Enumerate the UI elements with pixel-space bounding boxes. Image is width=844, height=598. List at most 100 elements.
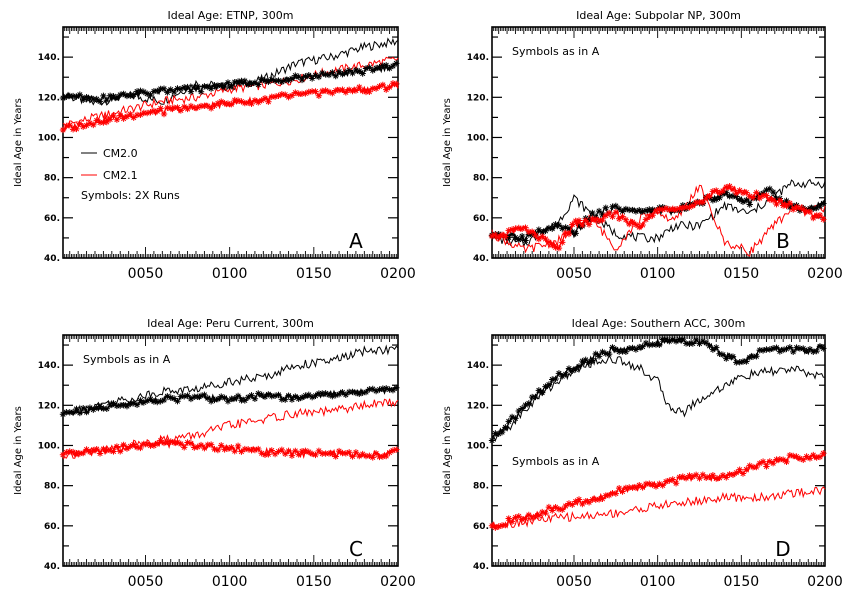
series-point: [282, 91, 289, 98]
series-point: [723, 183, 730, 191]
series-point: [130, 91, 137, 98]
series-point: [498, 522, 506, 529]
y-tick-label: 100.: [38, 441, 60, 451]
series-point: [147, 91, 154, 99]
series-point: [80, 123, 87, 130]
series-point: [103, 96, 110, 104]
series-point: [187, 102, 195, 110]
series-point: [716, 194, 723, 201]
series-point: [207, 441, 215, 448]
series-point: [140, 88, 148, 96]
series-point: [736, 466, 743, 473]
series-point: [746, 193, 753, 200]
series-point: [244, 99, 252, 106]
series-point: [339, 70, 346, 78]
series-point: [585, 359, 593, 366]
series-point: [692, 336, 700, 344]
series-point: [790, 452, 797, 460]
series-point: [100, 119, 107, 126]
series-point: [261, 451, 269, 458]
series-point: [696, 199, 703, 206]
series-point: [776, 197, 784, 204]
series-point: [572, 217, 579, 225]
series-point: [214, 100, 222, 107]
series-point: [689, 340, 697, 347]
series-point: [319, 87, 326, 95]
series-point: [255, 81, 262, 88]
series-point: [702, 194, 710, 202]
y-tick-label: 80.: [473, 482, 489, 492]
series-point: [759, 458, 767, 465]
series-point: [204, 441, 211, 449]
series-point: [366, 386, 373, 393]
series-point: [813, 212, 820, 219]
y-tick-label: 100.: [467, 441, 489, 451]
series-point: [76, 120, 84, 127]
series-point: [525, 400, 533, 407]
series-point: [140, 399, 148, 406]
series-point: [100, 445, 107, 453]
series-point: [512, 514, 519, 521]
series-point: [69, 92, 77, 100]
series-point: [268, 93, 275, 101]
series-point: [659, 336, 666, 343]
series-point: [642, 480, 650, 488]
series-point: [181, 444, 188, 451]
series-point: [265, 391, 272, 398]
series-point: [532, 513, 539, 520]
series-point: [522, 224, 529, 231]
series-point: [86, 119, 94, 127]
series-point: [393, 80, 400, 88]
series-point: [292, 393, 299, 400]
series-point: [305, 391, 312, 399]
series-point: [676, 336, 683, 343]
series-point: [379, 81, 387, 89]
x-tick-label: 0100: [640, 574, 676, 590]
panel-letter: D: [775, 537, 790, 561]
series-point: [746, 462, 753, 469]
series-point: [201, 391, 208, 399]
series-point: [565, 230, 573, 238]
series-point: [723, 355, 730, 362]
series-point: [709, 197, 717, 204]
series-point: [234, 78, 242, 85]
series-point: [709, 188, 717, 195]
series-point: [820, 216, 827, 223]
series-point: [349, 87, 356, 95]
series-point: [76, 91, 84, 98]
y-tick-label: 140.: [38, 361, 60, 371]
series-point: [589, 215, 596, 223]
series-point: [736, 196, 743, 203]
series-point: [349, 453, 356, 460]
series-point: [137, 444, 144, 452]
series-point: [282, 450, 289, 458]
series-point: [325, 88, 333, 96]
series-point: [793, 203, 800, 211]
panel-b: Ideal Age: Subpolar NP, 300m Ideal Age in…: [442, 9, 843, 282]
series-point: [669, 336, 676, 343]
series-point: [66, 448, 73, 455]
series-point: [542, 509, 549, 517]
series-point: [191, 393, 198, 401]
series-point: [224, 79, 232, 86]
series-point: [582, 498, 589, 505]
series-point: [160, 396, 168, 404]
series-point: [592, 216, 599, 223]
series-point: [127, 110, 134, 118]
series-point: [518, 225, 526, 232]
series-point: [325, 71, 333, 79]
series-point: [686, 204, 693, 211]
series-point: [73, 93, 80, 100]
series-point: [174, 104, 181, 111]
series-point: [335, 391, 343, 398]
series-point: [753, 463, 760, 471]
series-point: [602, 212, 609, 219]
series-point: [80, 96, 87, 103]
series-point: [231, 447, 238, 455]
series-point: [569, 228, 576, 236]
series-point: [335, 86, 343, 94]
series-point: [389, 62, 397, 70]
series-point: [113, 402, 121, 410]
series-point: [96, 450, 104, 457]
series-point: [140, 109, 148, 117]
